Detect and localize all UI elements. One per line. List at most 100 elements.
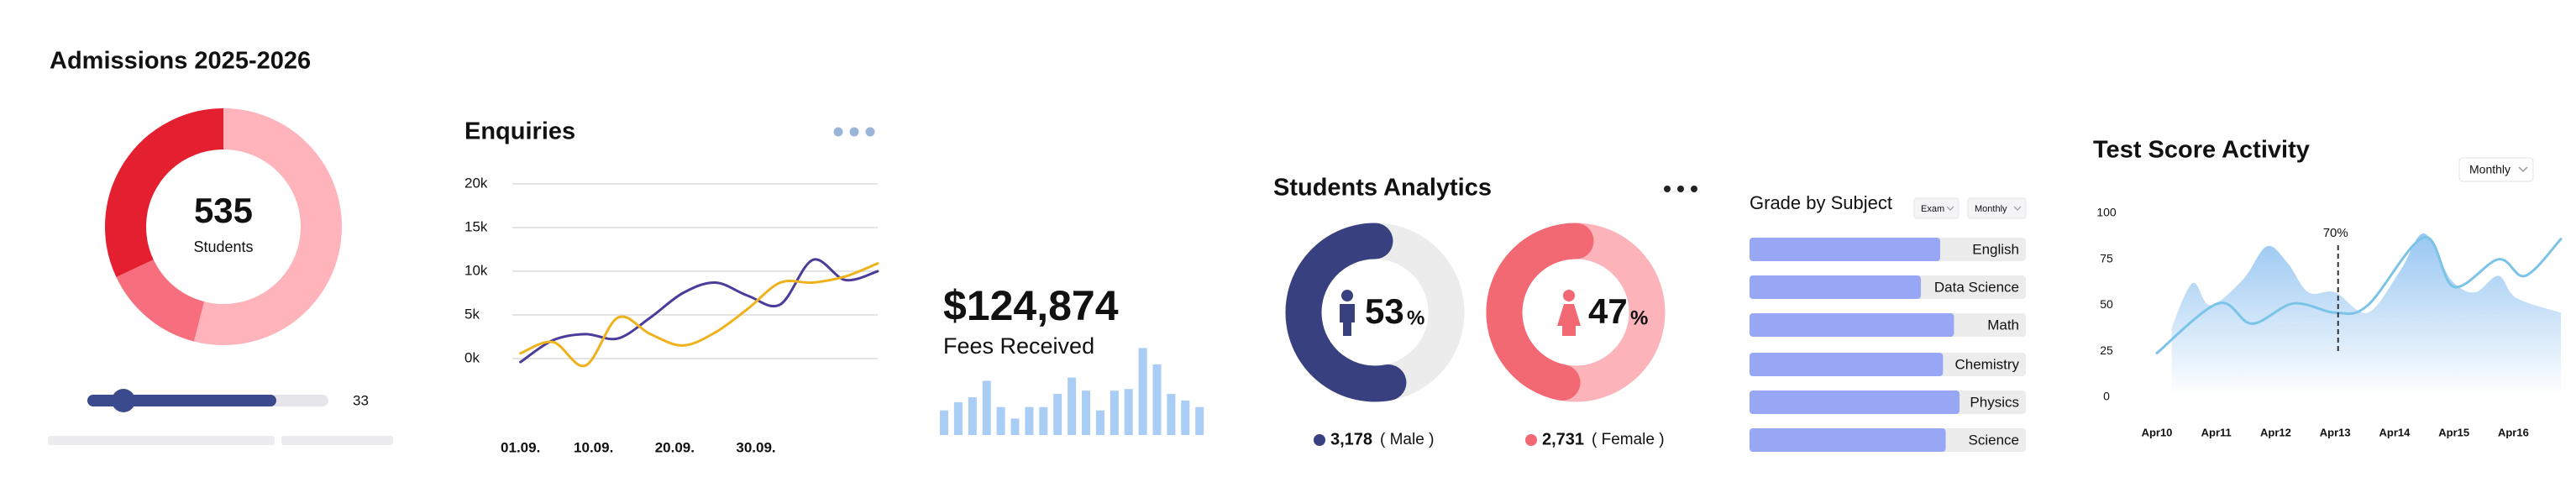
x-tick-label: 10.09. (574, 439, 613, 455)
area (2171, 233, 2561, 328)
filter-label: Monthly (2469, 163, 2510, 176)
count: 2,731 (1542, 430, 1584, 448)
category-label: English (1972, 241, 2019, 257)
y-tick-label: 5k (464, 306, 480, 322)
fees-label: Fees Received (943, 333, 1094, 359)
x-tick-label: Apr10 (2142, 426, 2173, 438)
bar (1110, 391, 1119, 435)
line (2155, 235, 2563, 354)
count-label: ( Male ) (1380, 431, 1434, 448)
menu-dot[interactable] (1691, 186, 1697, 192)
person-head (1563, 290, 1575, 301)
bar (1195, 406, 1204, 435)
bar (1124, 389, 1133, 435)
person-head (1341, 290, 1353, 301)
count-label: ( Female ) (1592, 431, 1665, 448)
y-tick-label: 10k (464, 262, 488, 278)
legend-dot (1525, 434, 1537, 446)
area-base (2171, 312, 2561, 397)
center-value: 535 (194, 191, 253, 230)
category-label: Science (1969, 432, 2019, 448)
bar (1750, 275, 1921, 299)
bar (1068, 377, 1077, 435)
ring-arc (1285, 223, 1407, 402)
y-tick-label: 75 (2100, 251, 2113, 265)
chart-title: Test Score Activity (2093, 137, 2310, 164)
person-body (1557, 304, 1581, 336)
chevron (2013, 206, 2022, 211)
chevron (2518, 166, 2528, 173)
chart-title: Admissions 2025-2026 (50, 48, 311, 75)
bar (1152, 364, 1162, 435)
y-tick-label: 0 (2103, 390, 2110, 403)
percent-sign: % (1407, 307, 1424, 329)
menu-dot[interactable] (1664, 186, 1671, 192)
x-tick-label: Apr11 (2201, 426, 2232, 438)
filter-label: Exam (1921, 204, 1944, 214)
filter-dropdown[interactable] (1913, 197, 1960, 219)
x-tick-label: Apr15 (2438, 426, 2469, 438)
x-tick-label: Apr13 (2320, 426, 2351, 438)
filter-dropdown[interactable] (1967, 197, 2027, 219)
x-tick-label: Apr12 (2260, 426, 2291, 438)
bar (982, 380, 991, 435)
menu-dot[interactable] (865, 127, 875, 137)
x-tick-label: 30.09. (736, 439, 775, 455)
chart-title: Grade by Subject (1750, 192, 1892, 213)
donut-segment (193, 108, 342, 345)
bar (1010, 418, 1020, 435)
bar (1095, 410, 1104, 435)
fees-amount: $124,874 (943, 282, 1119, 329)
y-tick-label: 15k (464, 218, 488, 234)
chevron (1946, 206, 1954, 211)
slider-value: 33 (353, 392, 369, 408)
line (519, 258, 879, 364)
bar (1181, 400, 1190, 435)
percent-value: 47 (1588, 291, 1628, 331)
bar (1750, 428, 1946, 452)
bar (996, 406, 1005, 435)
filter-label: Monthly (1975, 204, 2007, 214)
category-label: Math (1987, 317, 2019, 333)
bar (1138, 348, 1147, 435)
menu-dot[interactable] (849, 127, 859, 137)
bar (1053, 394, 1062, 435)
y-tick-label: 20k (464, 175, 488, 191)
x-tick-label: Apr14 (2379, 426, 2411, 438)
category-label: Chemistry (1954, 356, 2019, 372)
chart-title: Students Analytics (1273, 175, 1492, 202)
bar (1025, 406, 1034, 435)
bar (1039, 406, 1048, 435)
y-tick-label: 25 (2100, 343, 2113, 357)
donut-segment (105, 108, 224, 278)
ring-arc (1486, 223, 1594, 401)
bar (1750, 313, 1954, 337)
bar (1082, 391, 1090, 435)
bar (1750, 391, 1960, 414)
percent-sign: % (1630, 307, 1648, 329)
bar (940, 410, 948, 435)
category-label: Data Science (1934, 279, 2019, 295)
y-tick-label: 50 (2100, 297, 2113, 311)
bar (968, 397, 977, 435)
center-label: Students (193, 238, 253, 255)
placeholder-bar (48, 436, 275, 445)
count: 3,178 (1330, 430, 1372, 448)
slider-knob[interactable] (112, 389, 135, 412)
donut-segment (116, 259, 205, 342)
legend-dot (1314, 434, 1325, 446)
person-body (1340, 304, 1355, 336)
bar (1750, 353, 1944, 376)
bar (953, 401, 963, 435)
annotation-label: 70% (2323, 226, 2348, 240)
category-label: Physics (1970, 394, 2019, 410)
y-tick-label: 100 (2096, 206, 2117, 219)
bar (1167, 394, 1176, 435)
menu-dot[interactable] (833, 127, 843, 137)
bar (1750, 238, 1941, 261)
x-tick-label: 01.09. (501, 439, 540, 455)
x-tick-label: 20.09. (655, 439, 695, 455)
menu-dot[interactable] (1677, 186, 1684, 192)
filter-dropdown[interactable] (2458, 157, 2534, 182)
